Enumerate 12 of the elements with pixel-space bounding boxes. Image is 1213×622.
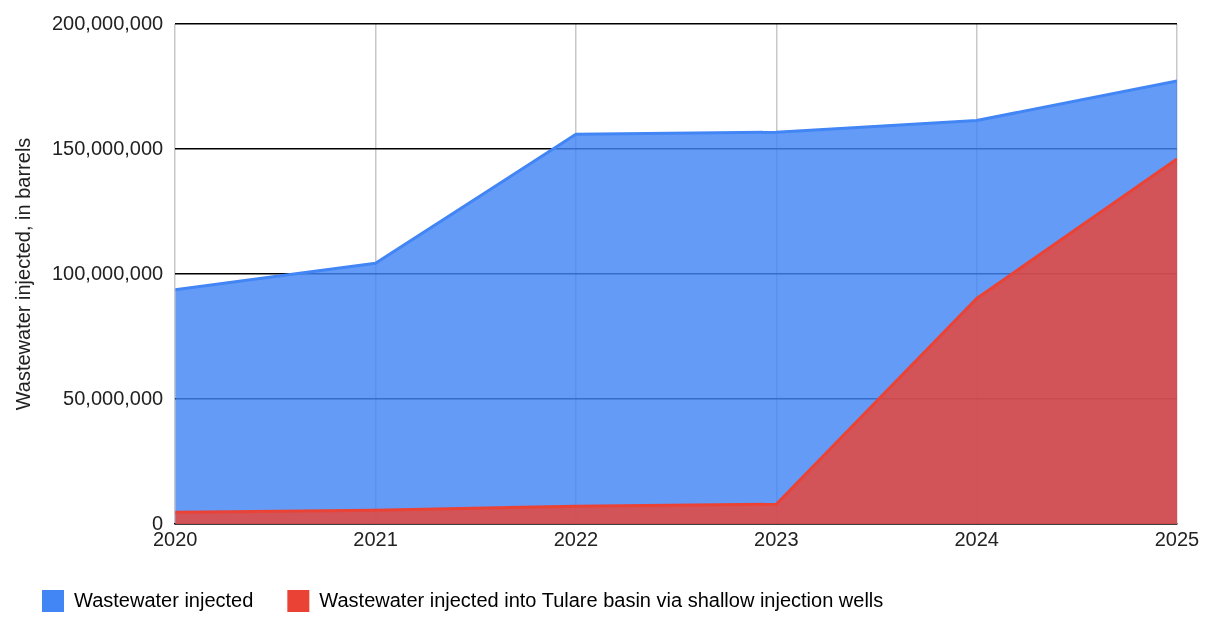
x-tick-label: 2022 <box>553 527 599 550</box>
x-tick-label: 2023 <box>754 527 799 550</box>
y-tick-label: 100,000,000 <box>51 261 164 284</box>
legend-label: Wastewater injected <box>74 588 254 611</box>
y-tick-label: 50,000,000 <box>63 386 164 409</box>
y-tick-label: 150,000,000 <box>51 136 164 159</box>
x-tick-label: 2024 <box>954 527 999 550</box>
x-tick-label: 2021 <box>353 527 398 550</box>
y-axis-title: Wastewater injected, in barrels <box>11 137 34 411</box>
x-tick-label: 2025 <box>1154 527 1200 550</box>
legend-label: Wastewater injected into Tulare basin via shallow injection wells <box>319 588 884 611</box>
y-tick-label: 200,000,000 <box>51 11 164 34</box>
